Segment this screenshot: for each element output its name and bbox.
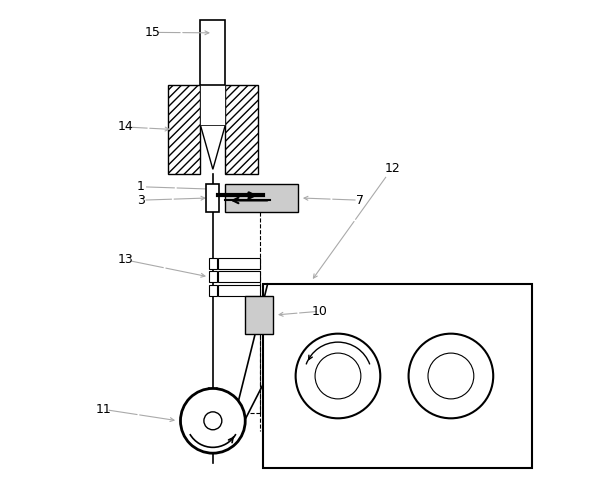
FancyBboxPatch shape	[225, 85, 258, 174]
FancyBboxPatch shape	[209, 285, 217, 296]
FancyBboxPatch shape	[225, 184, 298, 212]
FancyBboxPatch shape	[218, 285, 260, 296]
Text: 11: 11	[96, 403, 111, 416]
FancyBboxPatch shape	[200, 85, 225, 125]
FancyBboxPatch shape	[218, 271, 260, 282]
FancyBboxPatch shape	[209, 271, 217, 282]
Circle shape	[180, 388, 245, 453]
FancyBboxPatch shape	[218, 258, 260, 269]
Polygon shape	[200, 125, 225, 169]
Text: 1: 1	[137, 180, 145, 193]
Circle shape	[440, 365, 462, 387]
Text: 10: 10	[312, 305, 328, 318]
Circle shape	[315, 353, 361, 399]
FancyBboxPatch shape	[168, 85, 200, 174]
FancyBboxPatch shape	[206, 184, 219, 212]
Text: 14: 14	[118, 121, 134, 133]
FancyBboxPatch shape	[245, 296, 273, 334]
Circle shape	[296, 334, 381, 418]
Circle shape	[327, 365, 349, 387]
Text: 15: 15	[145, 26, 161, 39]
Text: 12: 12	[384, 162, 400, 175]
Text: 13: 13	[118, 253, 134, 266]
Circle shape	[428, 353, 474, 399]
FancyBboxPatch shape	[200, 20, 225, 85]
FancyBboxPatch shape	[263, 284, 532, 468]
Text: 7: 7	[356, 194, 364, 207]
Text: 3: 3	[137, 194, 145, 207]
FancyBboxPatch shape	[209, 258, 217, 269]
Circle shape	[204, 412, 222, 430]
Circle shape	[408, 334, 493, 418]
